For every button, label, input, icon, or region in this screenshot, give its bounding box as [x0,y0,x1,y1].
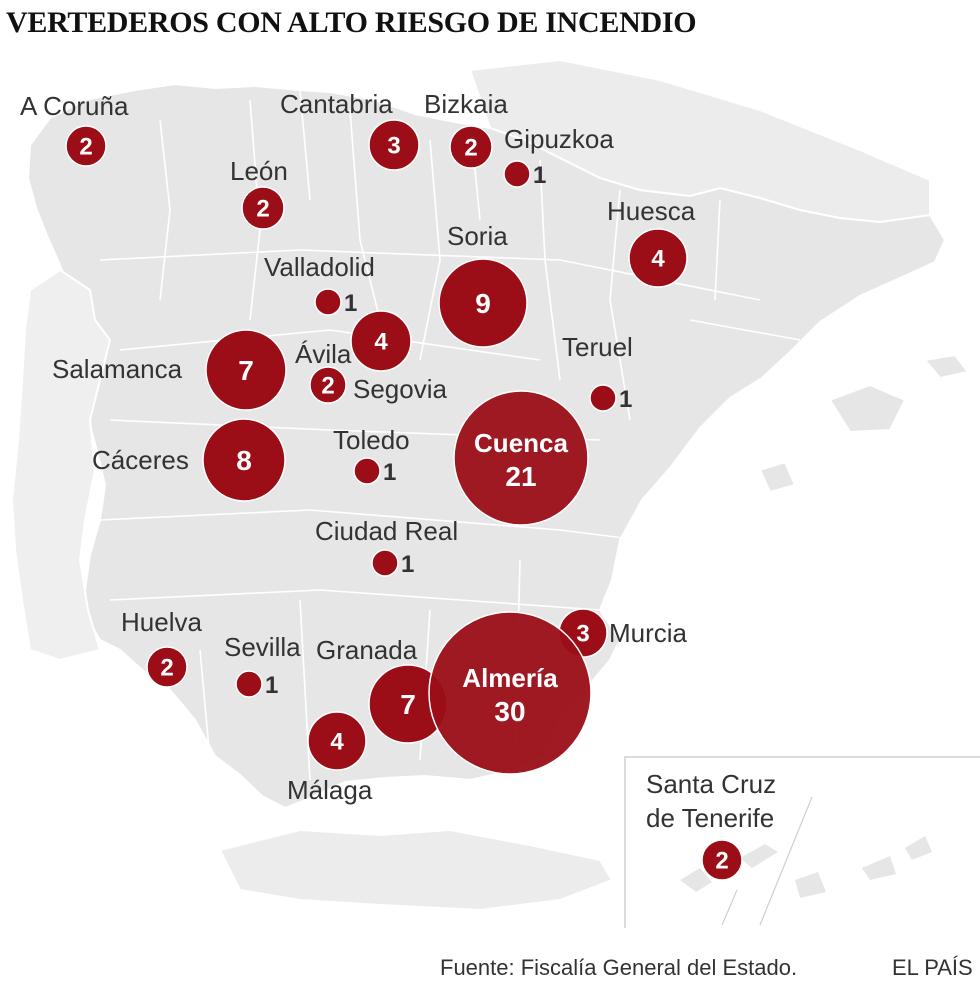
bubble-layer: A Coruña 2 Cantabria 3 Bizkaia 2 Gipuzkoa 1 León… [20,89,776,881]
count-cantabria: 3 [387,133,400,160]
label-granada: Granada [316,635,418,665]
mallorca [828,383,907,434]
label-cantabria: Cantabria [280,89,393,119]
count-valladolid: 1 [344,290,357,317]
label-murcia: Murcia [609,618,688,648]
bubble-gipuzkoa [503,160,531,188]
label-cuenca: Cuenca [474,428,568,458]
label-santa-cruz-de-tenerife-line-2: de Tenerife [646,803,774,833]
bubble-leon [241,186,285,230]
bubble-toledo [353,457,381,485]
label-caceres: Cáceres [92,445,189,475]
count-murcia: 3 [576,621,589,648]
count-sevilla: 1 [265,672,278,699]
count-leon: 2 [256,196,269,223]
chart-title: VERTEDEROS CON ALTO RIESGO DE INCENDIO [6,6,697,39]
count-a-coruna: 2 [79,134,92,161]
label-toledo: Toledo [333,425,410,455]
count-ciudad-real: 1 [401,551,414,578]
bubble-segovia [309,366,347,404]
count-huesca: 4 [651,246,665,273]
morocco [218,828,614,912]
bubble-malaga [307,711,367,771]
count-salamanca: 7 [238,355,254,386]
count-santa-cruz-de-tenerife: 2 [715,848,728,875]
label-almeria: Almería [462,663,558,693]
bubble-soria [438,258,528,348]
label-bizkaia: Bizkaia [424,89,508,119]
label-a-coruna: A Coruña [20,91,129,121]
count-cuenca: 21 [505,461,536,492]
label-malaga: Málaga [287,775,373,805]
bubble-almeria [428,611,592,775]
count-caceres: 8 [236,445,252,476]
bubble-sevilla [235,670,263,698]
count-teruel: 1 [619,386,632,413]
label-teruel: Teruel [562,332,633,362]
count-huelva: 2 [160,655,173,682]
label-segovia: Segovia [353,374,447,404]
bubble-cantabria [368,119,420,171]
bubble-salamanca [205,329,287,411]
bubble-ciudad-real [371,549,399,577]
label-gipuzkoa: Gipuzkoa [504,124,614,154]
label-sevilla: Sevilla [224,632,301,662]
count-toledo: 1 [383,459,396,486]
label-soria: Soria [447,221,508,251]
menorca [923,353,970,380]
label-huesca: Huesca [607,196,696,226]
bubble-santa-cruz-de-tenerife [701,839,743,881]
count-soria: 9 [475,288,491,319]
count-granada: 7 [400,689,416,720]
label-santa-cruz-de-tenerife-line-1: Santa Cruz [646,769,776,799]
count-almeria: 30 [494,696,525,727]
label-salamanca: Salamanca [52,354,183,384]
publisher-logo: EL PAÍS [892,955,973,980]
label-avila: Ávila [295,339,352,369]
bubble-caceres [202,418,286,502]
bubble-a-coruna [65,125,107,167]
source-note: Fuente: Fiscalía General del Estado. [440,955,798,980]
bubble-bizkaia [449,125,493,169]
label-leon: León [230,156,288,186]
bubble-teruel [589,384,617,412]
count-segovia: 2 [321,373,334,400]
bubble-huelva [146,646,188,688]
bubble-avila [350,310,412,372]
label-valladolid: Valladolid [264,252,375,282]
canary-inset [624,756,980,928]
label-ciudad-real: Ciudad Real [315,516,458,546]
count-avila: 4 [374,329,388,356]
ibiza [758,460,797,494]
label-huelva: Huelva [121,607,202,637]
bubble-huesca [628,228,688,288]
count-gipuzkoa: 1 [533,162,546,189]
count-malaga: 4 [330,729,344,756]
count-bizkaia: 2 [464,135,477,162]
bubble-cuenca [453,390,589,526]
bubble-valladolid [314,288,342,316]
france [468,58,931,224]
portugal [10,268,112,662]
